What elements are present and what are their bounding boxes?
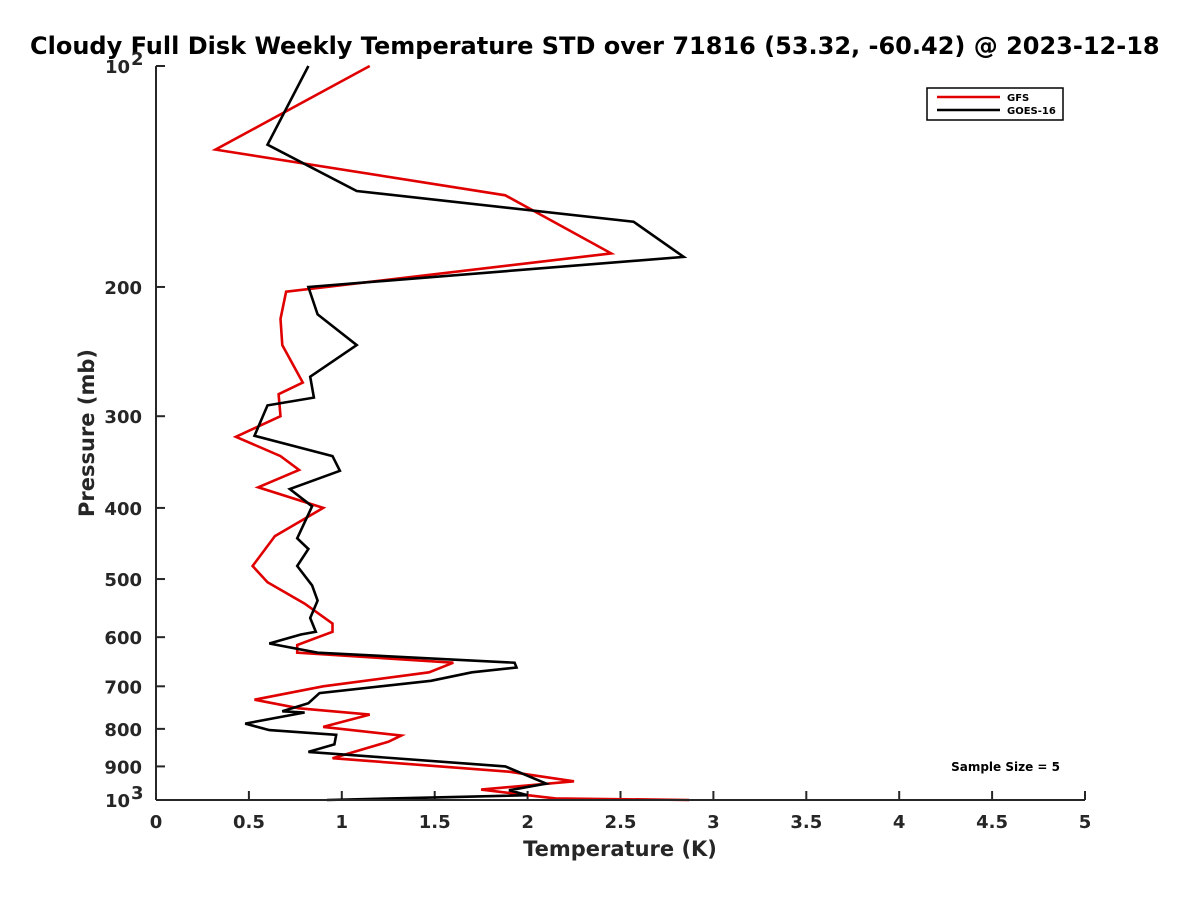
x-tick-label: 1.5 (419, 812, 451, 833)
x-tick-label: 3 (707, 812, 720, 833)
series-line-gfs (211, 64, 690, 802)
x-tick-label: 0 (150, 812, 163, 833)
sample-size-annotation: Sample Size = 5 (951, 760, 1060, 774)
x-tick-label: 5 (1079, 812, 1092, 833)
legend: GFS GOES-16 (926, 87, 1064, 121)
legend-label-gfs: GFS (1007, 93, 1029, 104)
x-tick-label: 4.5 (976, 812, 1008, 833)
y-tick-label-exponent: 2 (131, 49, 144, 70)
series-lines (211, 64, 690, 802)
y-tick-label: 400 (104, 499, 142, 520)
y-tick-label: 900 (104, 757, 142, 778)
y-tick-label: 10 (105, 791, 130, 812)
legend-label-goes16: GOES-16 (1007, 106, 1056, 117)
y-tick-label: 500 (104, 570, 142, 591)
y-tick-label: 300 (104, 407, 142, 428)
x-tick-label: 2 (521, 812, 534, 833)
y-tick-label-exponent: 3 (131, 783, 144, 804)
y-axis-label: Pressure (mb) (75, 349, 99, 517)
y-tick-label: 800 (104, 720, 142, 741)
x-tick-label: 1 (336, 812, 349, 833)
x-axis-label: Temperature (K) (523, 837, 717, 861)
x-tick-label: 3.5 (790, 812, 822, 833)
legend-box (926, 87, 1064, 121)
y-tick-label: 10 (105, 57, 130, 78)
x-tick-label: 2.5 (605, 812, 637, 833)
axes (155, 66, 1085, 801)
tick-marks (155, 65, 1086, 801)
x-tick-label: 0.5 (233, 812, 265, 833)
y-tick-label: 700 (104, 677, 142, 698)
series-line-goes16 (244, 65, 688, 802)
y-tick-label: 600 (104, 628, 142, 649)
tick-labels: 0 0.5 1 1.5 2 2.5 3 3.5 4 4.5 510 22003004005006007… (104, 49, 1091, 833)
x-tick-label: 4 (893, 812, 906, 833)
y-tick-label: 200 (104, 278, 142, 299)
chart-title: Cloudy Full Disk Weekly Temperature STD … (30, 32, 1160, 60)
